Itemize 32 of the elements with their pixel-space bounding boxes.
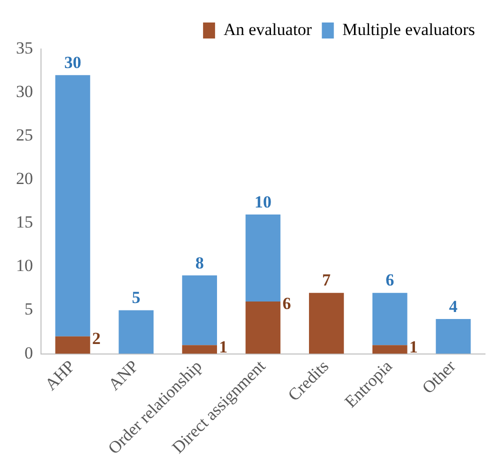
data-label: 30 — [64, 53, 82, 72]
y-tick-label: 15 — [16, 212, 33, 232]
y-tick-label: 0 — [24, 343, 33, 362]
y-tick-label: 10 — [16, 256, 33, 276]
data-label: 10 — [254, 192, 272, 212]
bar — [182, 275, 218, 346]
bar — [308, 292, 344, 354]
data-label: 1 — [219, 337, 228, 356]
data-label: 7 — [322, 270, 332, 290]
y-tick-label: 25 — [16, 126, 33, 145]
y-tick-label: 20 — [16, 169, 33, 188]
bar — [246, 302, 280, 354]
bar — [182, 345, 218, 354]
data-label: 6 — [282, 294, 291, 313]
bar — [372, 292, 408, 346]
legend-label: Multiple evaluators — [342, 20, 476, 39]
y-tick-label: 35 — [16, 38, 33, 58]
bar — [372, 345, 408, 354]
data-label: 8 — [195, 253, 204, 272]
data-label: 2 — [92, 328, 101, 348]
bar — [118, 310, 154, 354]
bar — [246, 214, 280, 302]
y-tick-label: 30 — [16, 82, 33, 102]
bar — [55, 75, 90, 336]
bar — [436, 318, 471, 354]
y-tick-label: 5 — [24, 300, 33, 319]
data-label: 5 — [132, 288, 140, 308]
data-label: 6 — [386, 270, 394, 290]
data-label: 1 — [409, 337, 418, 356]
bar — [55, 336, 90, 354]
data-label: 4 — [449, 296, 458, 316]
legend-label: An evaluator — [224, 20, 312, 39]
